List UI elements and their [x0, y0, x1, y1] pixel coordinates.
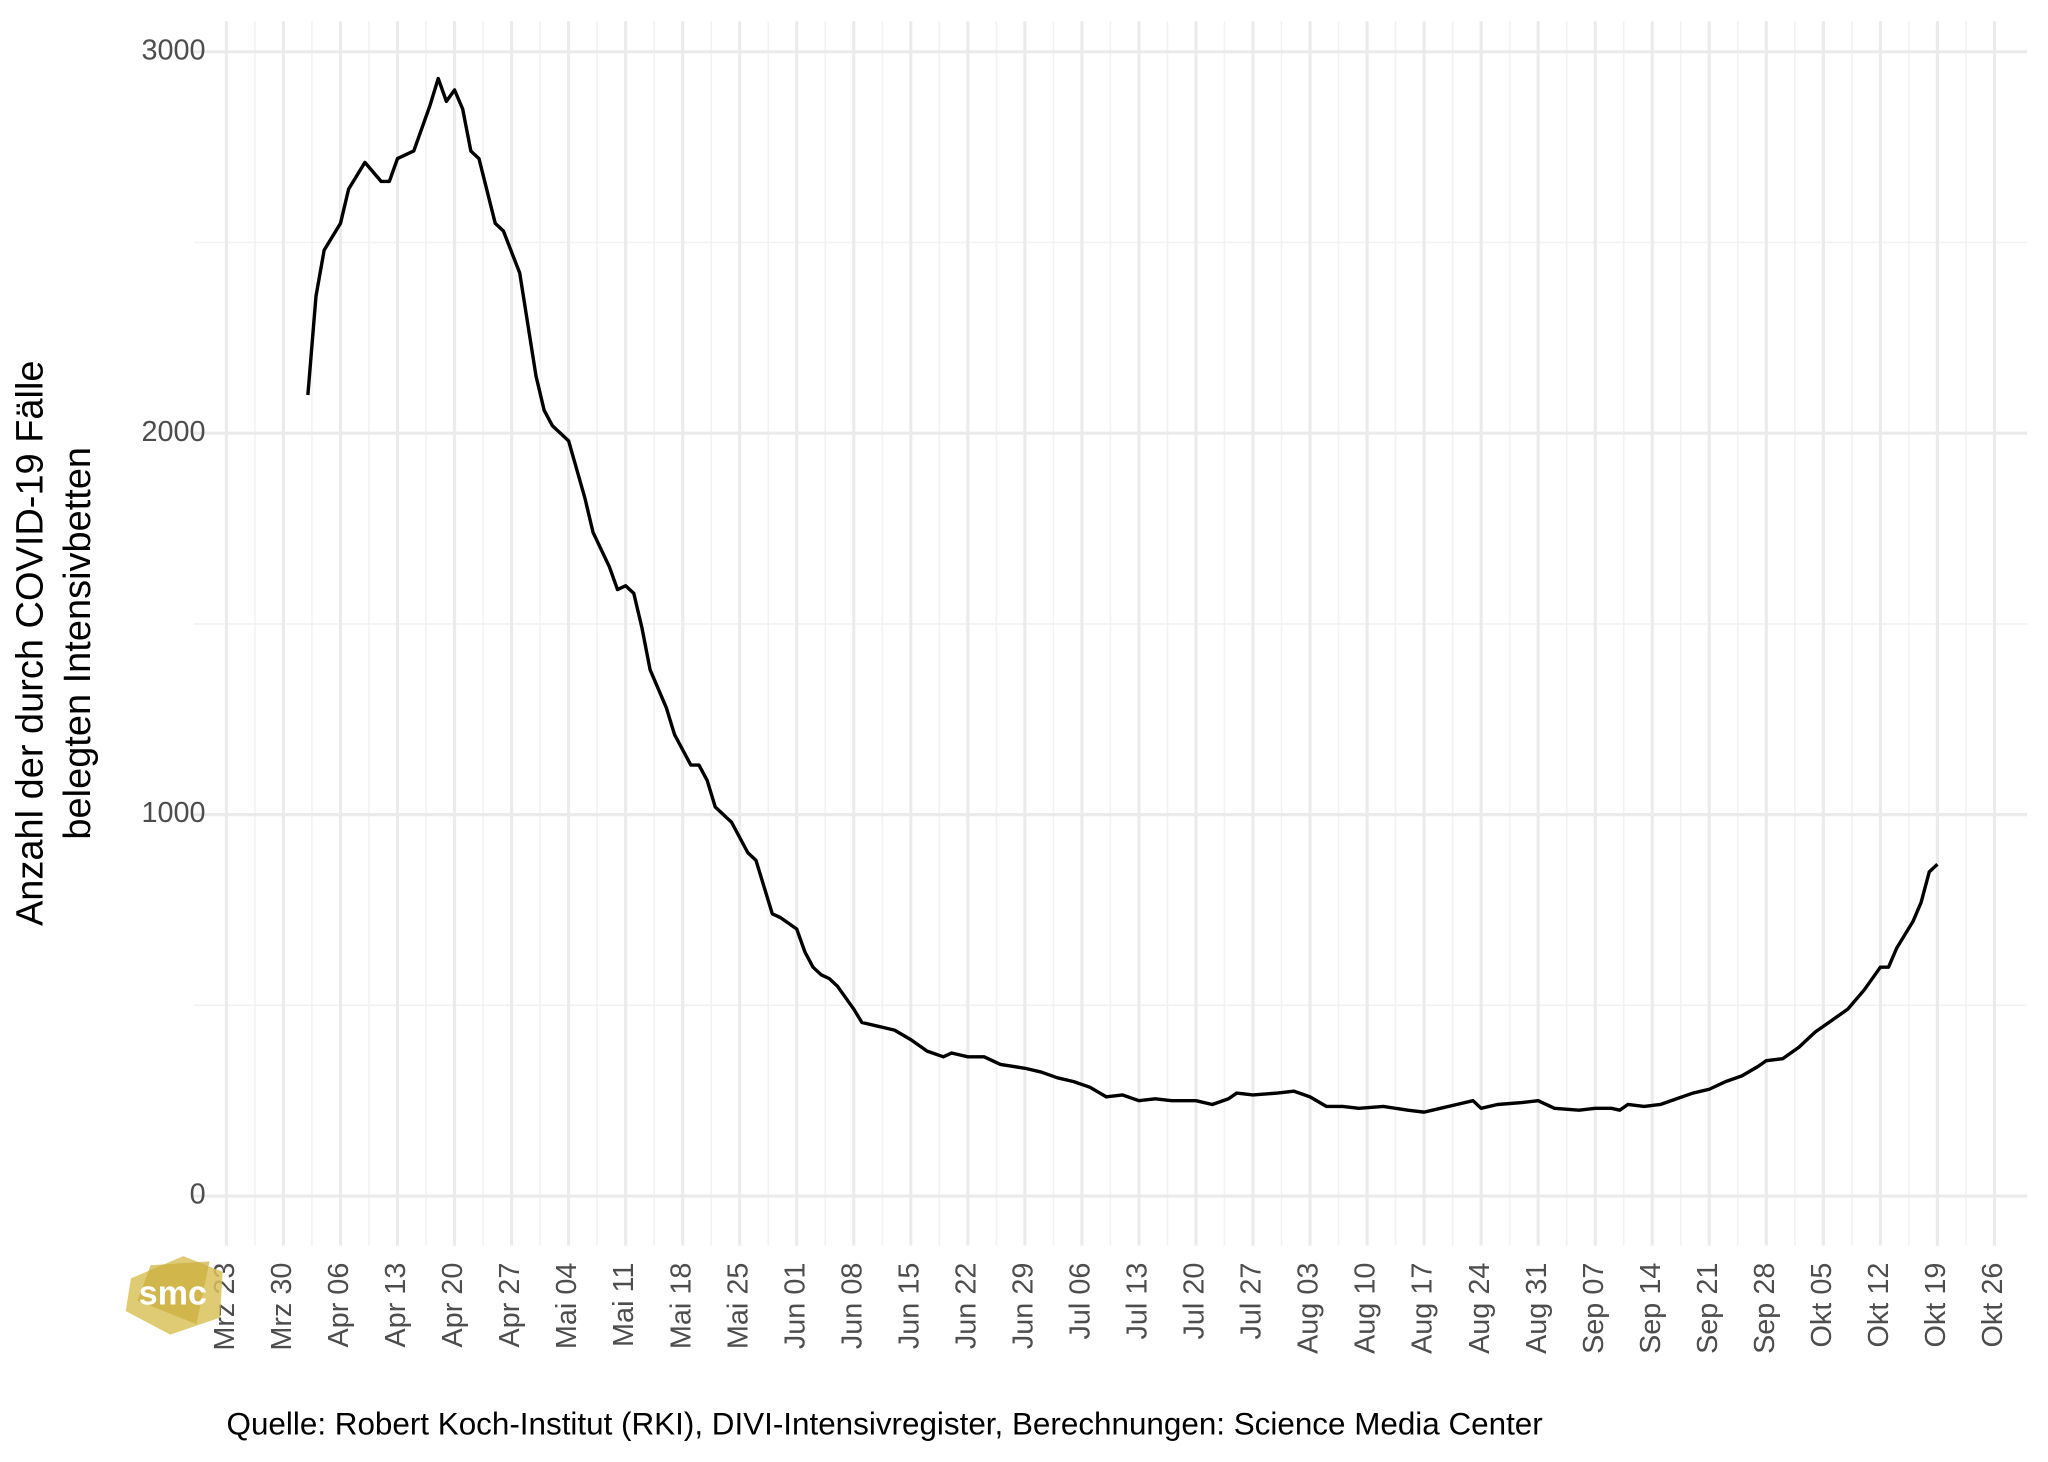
x-tick-label: Apr 13 — [380, 1263, 412, 1348]
y-tick-label: 0 — [190, 1179, 206, 1211]
x-tick-label: Mai 04 — [551, 1263, 583, 1349]
logo-text: smc — [139, 1274, 207, 1312]
y-axis-label-line: belegten Intensivbetten — [57, 447, 99, 840]
x-tick-label: Aug 17 — [1407, 1263, 1439, 1354]
logo-shape — [125, 1256, 223, 1335]
x-tick-label: Mrz 30 — [266, 1263, 298, 1351]
x-tick-label: Sep 28 — [1749, 1263, 1781, 1354]
data-line — [306, 76, 1939, 1114]
x-tick-label: Mai 11 — [608, 1263, 640, 1347]
y-tick-label: 1000 — [142, 797, 206, 829]
y-tick-label: 2000 — [142, 416, 206, 448]
x-tick-label: Apr 06 — [323, 1263, 355, 1348]
x-tick-label: Jul 20 — [1179, 1263, 1211, 1340]
x-tick-label: Okt 19 — [1920, 1263, 1952, 1348]
x-tick-label: Sep 14 — [1635, 1263, 1667, 1354]
x-tick-label: Aug 24 — [1464, 1263, 1496, 1354]
x-tick-label: Mai 18 — [665, 1263, 697, 1349]
x-tick-label: Aug 03 — [1293, 1263, 1325, 1354]
x-tick-label: Jun 15 — [893, 1263, 925, 1349]
x-tick-label: Jun 08 — [836, 1263, 868, 1349]
x-tick-label: Jul 27 — [1236, 1263, 1268, 1340]
x-tick-label: Okt 05 — [1806, 1263, 1838, 1348]
x-tick-label: Jun 22 — [950, 1263, 982, 1349]
x-tick-label: Sep 07 — [1578, 1263, 1610, 1354]
y-axis-label: Anzahl der durch COVID-19 Fälle belegten … — [10, 360, 99, 926]
y-tick-label: 3000 — [142, 34, 206, 66]
caption: Quelle: Robert Koch-Institut (RKI), DIVI… — [227, 1407, 1543, 1442]
x-tick-label: Aug 31 — [1521, 1263, 1553, 1354]
x-tick-label: Jun 01 — [779, 1263, 811, 1349]
x-tick-label: Aug 10 — [1350, 1263, 1382, 1354]
x-tick-label: Jul 06 — [1065, 1263, 1097, 1340]
x-tick-label: Apr 27 — [494, 1263, 526, 1348]
x-tick-label: Okt 26 — [1977, 1263, 2009, 1348]
x-tick-label: Apr 20 — [437, 1263, 469, 1348]
x-tick-label: Jun 29 — [1007, 1263, 1039, 1349]
y-axis-label-line: Anzahl der durch COVID-19 Fälle — [10, 360, 52, 926]
x-tick-label: Mai 25 — [722, 1263, 754, 1349]
x-tick-label: Jul 13 — [1122, 1263, 1154, 1340]
x-tick-label: Okt 12 — [1863, 1263, 1895, 1348]
x-tick-label: Sep 21 — [1692, 1263, 1724, 1354]
